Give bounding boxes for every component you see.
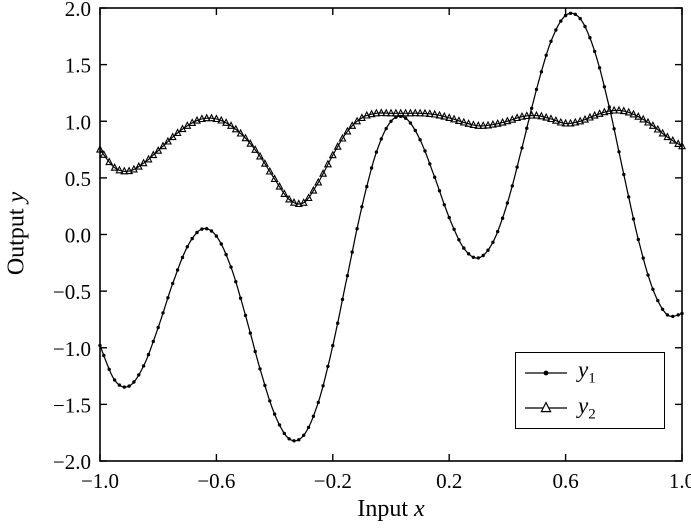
series-y1 bbox=[98, 11, 684, 443]
y-tick-label: 0.0 bbox=[65, 224, 91, 248]
x-tick-label: −1.0 bbox=[81, 469, 119, 493]
x-tick-label: −0.6 bbox=[197, 469, 235, 493]
series-y2-line bbox=[99, 109, 683, 205]
triangle-marker-icon bbox=[525, 401, 567, 413]
y-tick-label: 1.0 bbox=[65, 110, 91, 134]
legend: y1 y2 bbox=[515, 352, 665, 429]
y-tick-label: −1.5 bbox=[53, 393, 91, 417]
y-tick-label: 1.5 bbox=[65, 54, 91, 78]
y-tick-label: 2.0 bbox=[65, 0, 91, 21]
x-tick-label: 0.2 bbox=[436, 469, 462, 493]
x-tick-label: 1.0 bbox=[669, 469, 691, 493]
y-tick-label: −2.0 bbox=[53, 450, 91, 474]
y-axis-label-text: Output bbox=[3, 202, 30, 276]
y-tick-label: −0.5 bbox=[53, 280, 91, 304]
legend-label-y1: y1 bbox=[578, 357, 596, 388]
x-axis-ticks: −1.0 −0.6 −0.2 0.2 0.6 1.0 bbox=[81, 8, 691, 493]
y-axis-ticks: −2.0 −1.5 −1.0 −0.5 0.0 0.5 1.0 1.5 2.0 bbox=[53, 0, 682, 474]
x-axis-label: Input x bbox=[100, 496, 682, 523]
y-axis-label: Output y bbox=[4, 139, 31, 329]
series-y2 bbox=[95, 105, 687, 208]
x-axis-variable: x bbox=[414, 496, 425, 522]
x-axis-label-text: Input bbox=[357, 496, 414, 522]
legend-label-y2: y2 bbox=[578, 392, 596, 423]
y-tick-label: −1.0 bbox=[53, 337, 91, 361]
y-axis-variable: y bbox=[3, 191, 30, 203]
legend-entry-y2: y2 bbox=[522, 393, 658, 424]
legend-entry-y1: y1 bbox=[522, 357, 658, 388]
dot-marker-icon bbox=[525, 370, 567, 376]
x-tick-label: −0.2 bbox=[314, 469, 352, 493]
y-tick-label: 0.5 bbox=[65, 167, 91, 191]
x-tick-label: 0.6 bbox=[552, 469, 578, 493]
